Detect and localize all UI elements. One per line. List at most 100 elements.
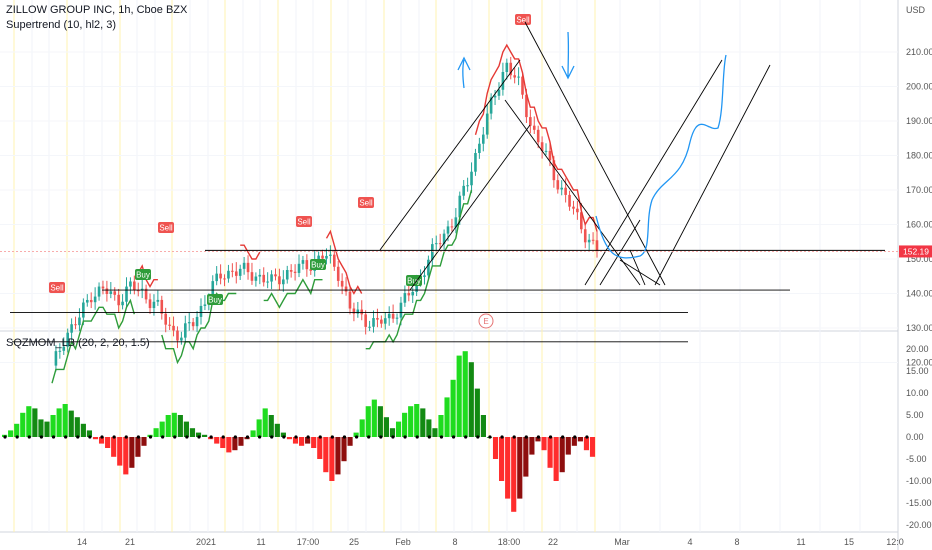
squeeze-momentum-panel[interactable] <box>2 351 596 512</box>
momentum-bar <box>123 437 129 475</box>
candle-body <box>383 318 387 324</box>
momentum-bar <box>589 437 596 457</box>
momentum-bar <box>183 421 189 437</box>
candle-body <box>54 351 58 366</box>
candle-body <box>121 301 124 306</box>
momentum-bar <box>68 410 74 437</box>
candle-body <box>262 274 266 283</box>
momentum-bar <box>44 421 50 437</box>
momentum-bar <box>365 406 371 437</box>
supertrend-up-line <box>161 292 237 365</box>
candle-body <box>62 346 66 351</box>
momentum-bar <box>32 408 38 437</box>
candle-body <box>387 313 391 319</box>
candle-body <box>576 208 579 213</box>
buy-signal-tag <box>310 259 326 270</box>
candle-body <box>446 226 450 234</box>
momentum-tick-label: 15.00 <box>906 366 929 376</box>
candle-body <box>297 263 301 273</box>
supertrend-down-line <box>240 244 261 260</box>
price-panel[interactable]: Sell Sell Buy Buy Sell Buy Sell Buy Sell E <box>49 14 599 384</box>
time-tick-label: 2021 <box>196 537 216 547</box>
candle-body <box>532 125 536 130</box>
candle-body <box>399 302 403 318</box>
candle-body <box>266 281 269 283</box>
momentum-bar <box>299 437 305 446</box>
momentum-bar <box>529 437 535 455</box>
candle-body <box>246 262 250 273</box>
squeeze-dot <box>185 435 189 439</box>
momentum-bar <box>353 432 359 437</box>
time-tick-label: Feb <box>395 537 411 547</box>
event-marker-label: E <box>483 317 488 326</box>
momentum-bar <box>250 430 256 437</box>
candle-body <box>289 270 293 272</box>
candle-body <box>513 75 516 78</box>
candle-body <box>199 305 203 317</box>
momentum-bar <box>117 437 123 466</box>
candle-body <box>168 324 171 326</box>
squeeze-dot <box>197 435 201 439</box>
momentum-bar <box>323 437 329 473</box>
momentum-bar <box>402 412 408 437</box>
candle-body <box>329 254 332 256</box>
momentum-tick-label: -20.00 <box>906 520 932 530</box>
candle-body <box>481 134 485 144</box>
candle-body <box>580 212 583 230</box>
trendline <box>629 249 646 286</box>
squeeze-dot <box>573 435 577 439</box>
time-tick-label: 11 <box>796 537 805 547</box>
candle-body <box>66 332 69 347</box>
candle-body <box>101 286 105 289</box>
candle-body <box>136 290 140 292</box>
momentum-bar <box>92 437 99 440</box>
candle-body <box>78 317 81 326</box>
momentum-bar <box>220 437 226 448</box>
squeeze-dot <box>76 435 80 439</box>
momentum-bar <box>129 437 135 468</box>
momentum-bar <box>50 415 56 437</box>
candle-body <box>462 185 465 196</box>
candle-body <box>160 299 164 314</box>
candle-body <box>568 194 571 207</box>
squeeze-dot <box>500 435 504 439</box>
squeeze-dot <box>233 435 237 439</box>
squeeze-dot <box>136 435 140 439</box>
time-tick-label: 4 <box>687 537 692 547</box>
momentum-bar <box>311 437 317 448</box>
candle-body <box>336 266 340 281</box>
sell-signal-tag <box>515 14 531 25</box>
candle-body <box>411 291 415 296</box>
candle-body <box>431 244 434 260</box>
candle-body <box>282 279 285 285</box>
candle-body <box>85 299 89 303</box>
momentum-bar <box>177 415 183 437</box>
supertrend-down-line <box>137 264 158 289</box>
momentum-bar <box>420 408 426 437</box>
trend-drawings <box>10 21 885 343</box>
candle-body <box>556 180 560 190</box>
momentum-bar <box>547 437 553 468</box>
candle-body <box>184 323 187 338</box>
price-tick-label: 160.00 <box>906 220 932 230</box>
trendline <box>599 219 641 286</box>
candle-body <box>466 185 469 187</box>
candle-body <box>164 313 168 325</box>
candle-body <box>591 239 595 241</box>
momentum-bar <box>292 437 299 444</box>
momentum-bar <box>432 428 438 437</box>
time-tick-label: 8 <box>452 537 457 547</box>
candle-body <box>572 206 575 209</box>
candle-body <box>434 243 438 245</box>
signal-label: Sell <box>516 16 530 25</box>
candle-body <box>203 304 207 306</box>
candle-body <box>458 195 462 218</box>
momentum-bar <box>474 388 480 437</box>
momentum-bar <box>468 362 474 437</box>
candle-body <box>505 62 509 72</box>
candle-body <box>187 322 191 324</box>
signal-label: Buy <box>407 277 421 286</box>
momentum-bar <box>456 355 462 437</box>
candle-body <box>391 313 395 319</box>
